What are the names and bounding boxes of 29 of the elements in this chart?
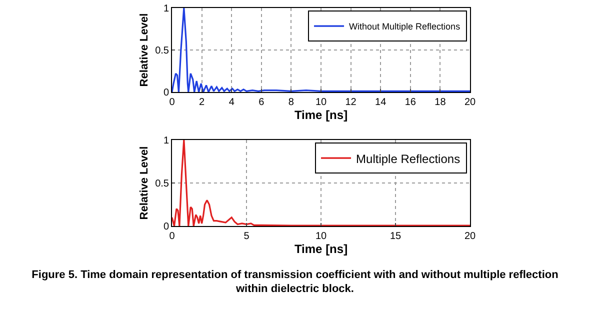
x-tick-label: 20	[464, 97, 476, 108]
line-series	[172, 140, 470, 226]
caption: Figure 5. Time domain representation of transmission coefficient with and without multiple reflection within dielectric block.	[30, 268, 560, 296]
x-tick-label: 10	[315, 97, 327, 108]
y-axis-title: Relative Level	[138, 13, 151, 87]
y-tick-label: 0	[163, 222, 170, 232]
x-axis-title: Time [ns]	[294, 108, 348, 122]
x-tick-label: 12	[345, 97, 357, 108]
x-tick-label: 8	[288, 97, 294, 108]
y-axis-title: Relative Level	[138, 146, 151, 220]
x-tick-label: 20	[464, 231, 476, 242]
x-tick-label: 16	[404, 97, 416, 108]
y-tick-label: 1	[163, 136, 170, 146]
x-tick-label: 15	[390, 231, 402, 242]
y-tick-label: 0.5	[155, 46, 170, 56]
x-tick-label: 6	[258, 97, 265, 108]
x-tick-label: 14	[375, 97, 387, 108]
x-tick-label: 10	[315, 231, 327, 242]
x-tick-label: 18	[434, 97, 446, 108]
y-tick-label: 1	[163, 4, 170, 14]
legend-label: Without Multiple Reflections	[349, 22, 461, 32]
x-tick-label: 4	[228, 97, 235, 108]
x-tick-label: 2	[199, 97, 206, 108]
legend-label: Multiple Reflections	[356, 152, 460, 166]
y-tick-label: 0.5	[155, 178, 170, 190]
x-axis-title: Time [ns]	[294, 242, 348, 256]
line-series	[172, 8, 470, 92]
y-tick-label: 0	[163, 88, 170, 98]
x-tick-label: 5	[244, 231, 250, 242]
